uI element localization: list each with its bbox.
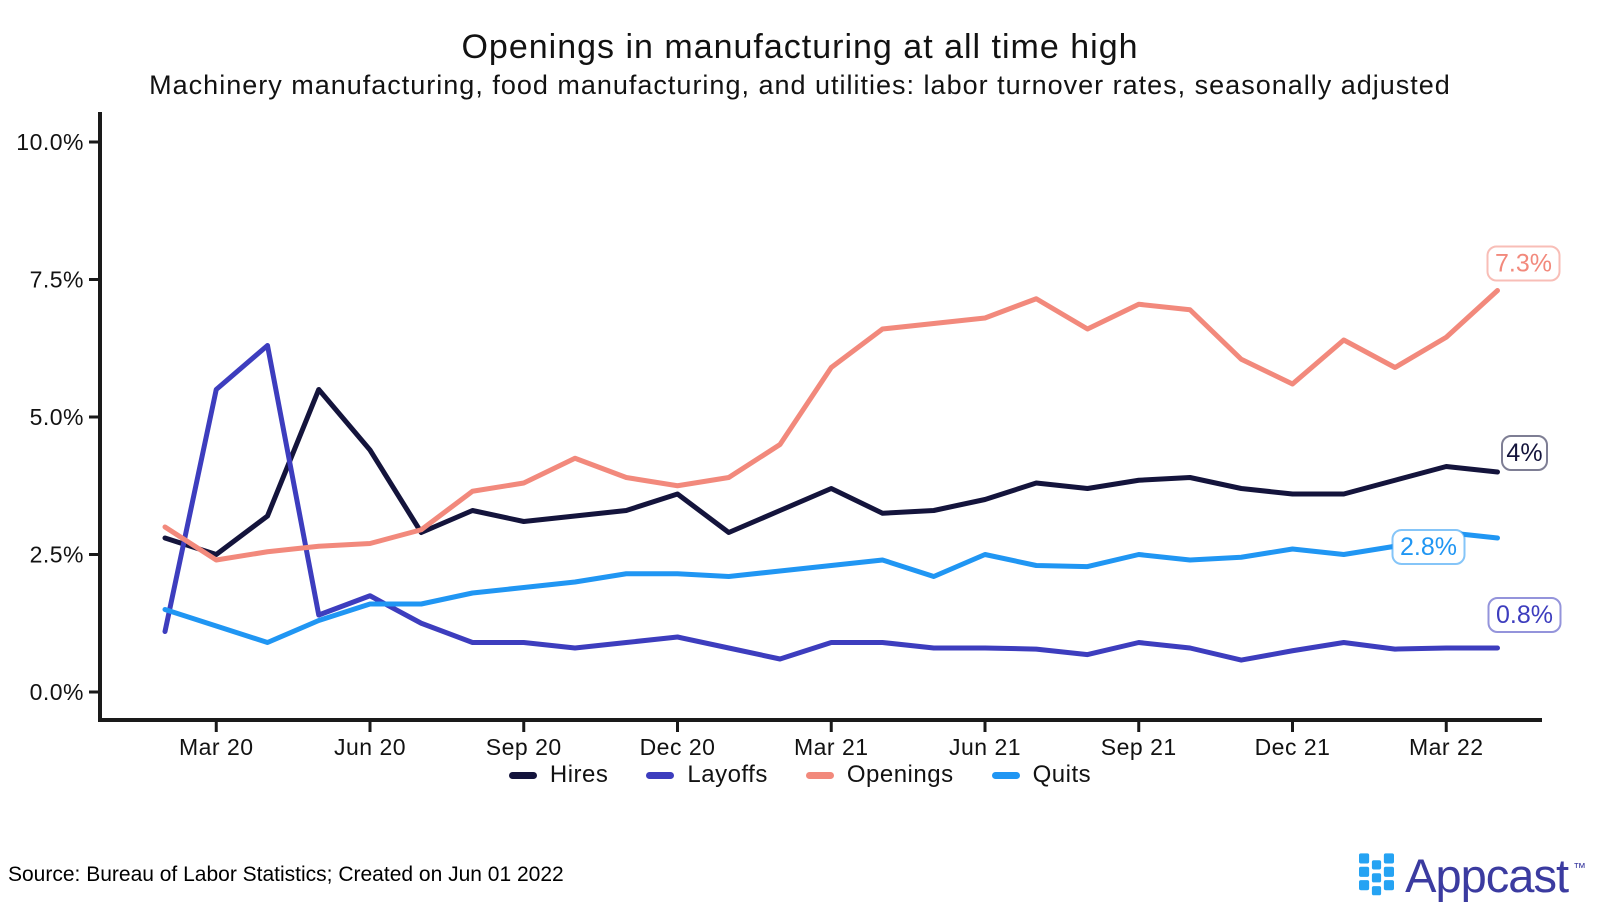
chart-title: Openings in manufacturing at all time hi… [461, 28, 1139, 66]
x-axis-tick-label: Dec 20 [640, 734, 716, 760]
end-label-box [1501, 435, 1548, 471]
appcast-logo: Appcast ™ [1359, 848, 1586, 903]
legend-label: Quits [1032, 761, 1092, 788]
end-label-text: 4% [1506, 439, 1542, 467]
end-label-quits: 2.8% [1391, 529, 1466, 565]
legend-swatch-openings [805, 771, 834, 779]
chart-subtitle: Machinery manufacturing, food manufactur… [149, 70, 1451, 100]
x-axis-tick-label: Dec 21 [1255, 734, 1331, 760]
logo-square [1372, 886, 1382, 896]
legend-label: Openings [846, 761, 954, 788]
layoffs-line [162, 343, 1500, 663]
y-axis-tick-label: 10.0% [16, 129, 84, 155]
legend-swatch-layoffs [646, 771, 675, 779]
end-label-openings: 7.3% [1486, 245, 1561, 282]
end-label-hires: 4% [1501, 435, 1548, 471]
end-label-box [1391, 529, 1466, 565]
legend-item-hires: Hires [508, 761, 609, 789]
logo-square [1384, 880, 1395, 891]
openings-line [162, 288, 1500, 563]
x-axis-tick-label: Mar 22 [1409, 734, 1484, 760]
legend-label: Layoffs [687, 761, 768, 788]
logo-square [1359, 853, 1370, 864]
x-axis-tick-label: Jun 21 [949, 734, 1021, 760]
y-axis-tick-label: 2.5% [30, 542, 84, 568]
logo-square [1384, 866, 1395, 877]
end-label-box [1487, 597, 1562, 633]
appcast-wordmark: Appcast [1405, 849, 1569, 902]
end-label-text: 7.3% [1495, 250, 1552, 278]
source-note: Source: Bureau of Labor Statistics; Crea… [8, 863, 564, 886]
x-axis-tick-label: Mar 21 [794, 734, 869, 760]
legend-item-layoffs: Layoffs [646, 761, 767, 789]
end-label-box [1486, 245, 1561, 282]
end-label-text: 2.8% [1400, 533, 1457, 561]
x-axis-tick-label: Sep 21 [1101, 734, 1177, 760]
end-label-text: 0.8% [1496, 601, 1553, 629]
logo-square [1372, 860, 1382, 870]
trademark-symbol: ™ [1573, 860, 1586, 875]
y-axis-tick-label: 5.0% [30, 404, 84, 430]
logo-square [1359, 866, 1370, 877]
legend-swatch-quits [991, 771, 1020, 779]
hires-line [162, 387, 1500, 557]
logo-square [1359, 880, 1370, 891]
legend-item-openings: Openings [805, 761, 954, 789]
legend-swatch-hires [508, 771, 537, 779]
x-axis-tick-label: Jun 20 [334, 734, 406, 760]
chart-legend: Hires Layoffs Openings Quits [0, 761, 1600, 789]
end-label-layoffs: 0.8% [1487, 597, 1562, 633]
appcast-grid-icon [1359, 853, 1395, 896]
legend-item-quits: Quits [991, 761, 1092, 789]
y-axis-tick-label: 0.0% [30, 679, 84, 705]
quits-line [162, 530, 1500, 645]
legend-label: Hires [549, 761, 609, 788]
logo-square [1372, 873, 1382, 883]
x-axis-tick-label: Mar 20 [179, 734, 254, 760]
x-axis-tick-label: Sep 20 [486, 734, 562, 760]
y-axis-tick-label: 7.5% [30, 267, 84, 293]
logo-square [1384, 853, 1395, 864]
